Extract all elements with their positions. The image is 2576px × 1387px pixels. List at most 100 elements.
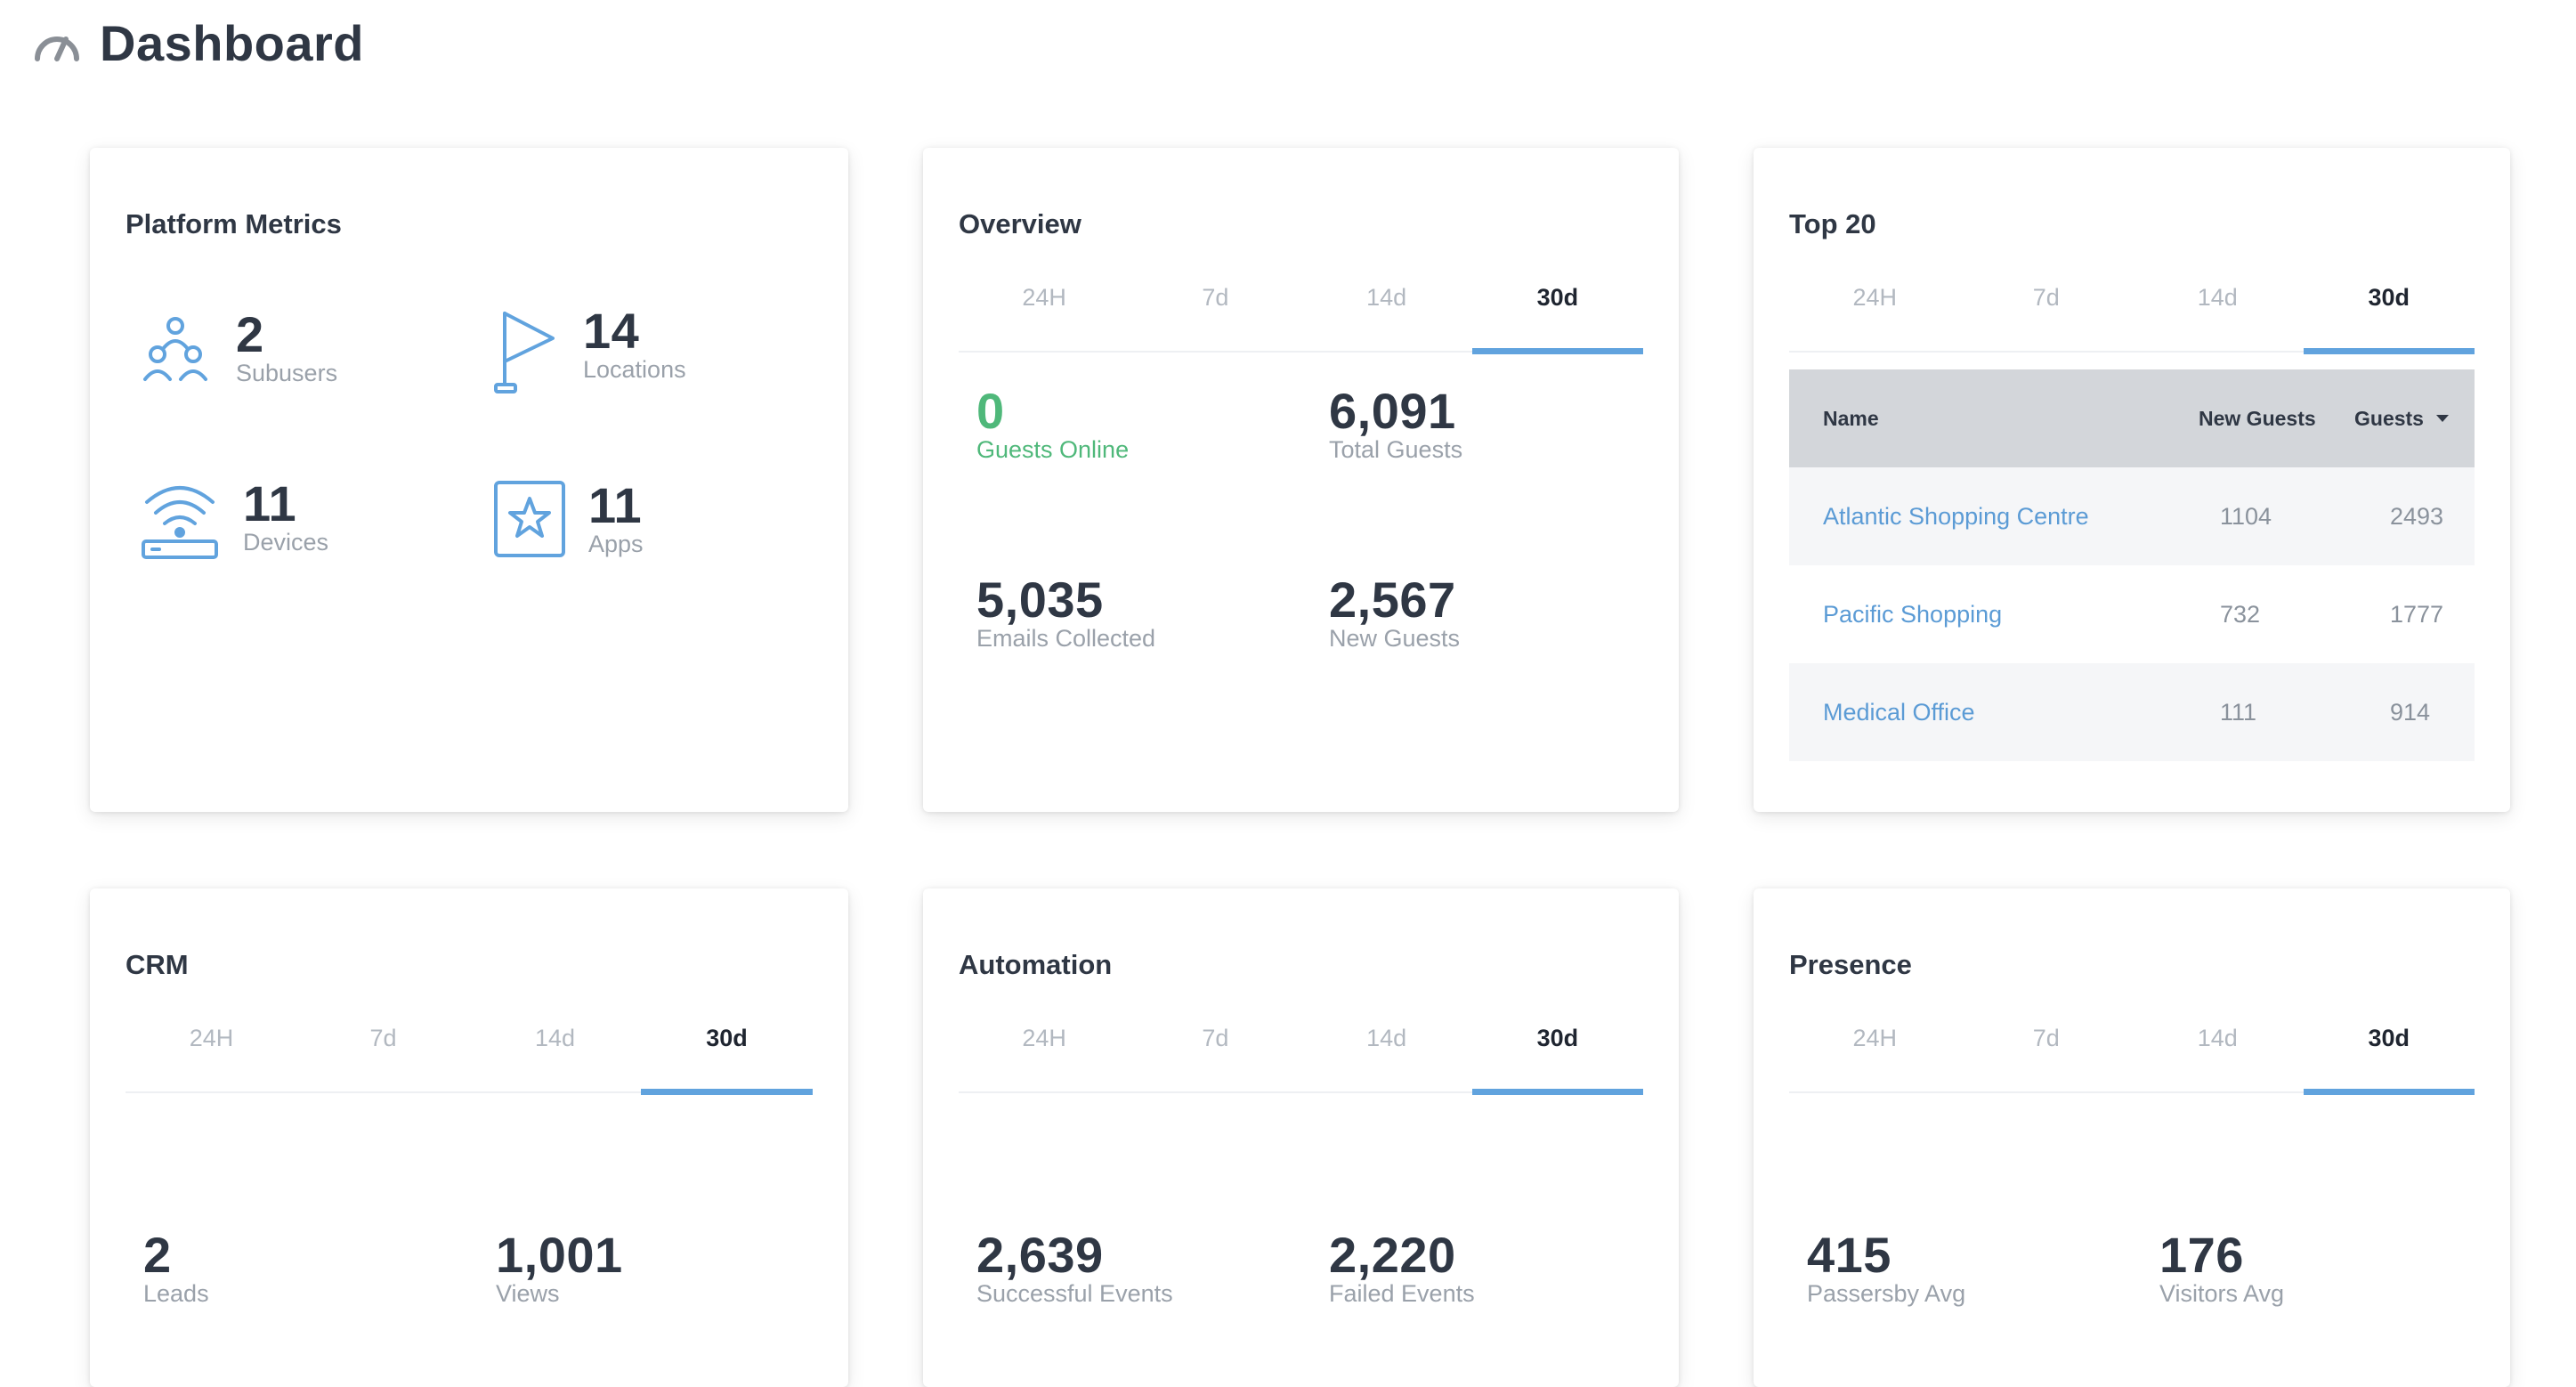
new-guests-stat: 2,567 New Guests xyxy=(1329,572,1460,653)
stat-label: Total Guests xyxy=(1329,436,1463,463)
stat-label: Devices xyxy=(243,529,329,556)
stat-value: 11 xyxy=(243,475,297,531)
page-title: Dashboard xyxy=(100,14,364,71)
failed-events-stat: 2,220 Failed Events xyxy=(1329,1227,1475,1308)
stat-label: Emails Collected xyxy=(976,625,1156,652)
column-header-new-guests[interactable]: New Guests xyxy=(2199,406,2316,430)
page-header: Dashboard xyxy=(32,11,364,75)
stat-label: Locations xyxy=(583,356,686,383)
stat-value: 5,035 xyxy=(976,572,1104,628)
crm-card: CRM 24H 7d 14d 30d 2 Leads 1,001 Views xyxy=(90,888,848,1387)
stat-value: 2,639 xyxy=(976,1227,1104,1283)
stat-label: Guests Online xyxy=(976,436,1130,463)
stat-value: 176 xyxy=(2159,1227,2244,1283)
tab-30d[interactable]: 30d xyxy=(2303,272,2475,354)
location-link[interactable]: Atlantic Shopping Centre xyxy=(1823,502,2089,530)
tab-24h[interactable]: 24H xyxy=(189,1025,234,1051)
guests-cell: 914 xyxy=(2390,698,2431,726)
presence-card: Presence 24H 7d 14d 30d 415 Passersby Av… xyxy=(1754,888,2510,1387)
period-tabs: 24H 7d 14d 30d xyxy=(126,1013,813,1095)
router-wifi-icon xyxy=(140,477,220,563)
table-header: Name New Guests Guests xyxy=(1789,369,2475,467)
stat-value: 11 xyxy=(588,477,643,533)
table-row: Medical Office 111 914 xyxy=(1789,663,2475,761)
period-tabs: 24H 7d 14d 30d xyxy=(1789,272,2475,354)
card-title: Overview xyxy=(959,208,1081,239)
table-row: Atlantic Shopping Centre 1104 2493 xyxy=(1789,467,2475,565)
new-guests-cell: 732 xyxy=(2220,600,2261,628)
flag-icon xyxy=(492,308,563,397)
stat-label: Subusers xyxy=(236,360,338,386)
platform-metrics-card: Platform Metrics 2 Subusers 14 Locations xyxy=(90,148,848,812)
period-tabs: 24H 7d 14d 30d xyxy=(1789,1013,2475,1095)
stat-value: 1,001 xyxy=(496,1227,623,1283)
column-header-guests[interactable]: Guests xyxy=(2328,407,2475,431)
tab-14d[interactable]: 14d xyxy=(534,1025,576,1051)
passersby-avg-stat: 415 Passersby Avg xyxy=(1807,1227,1966,1308)
stat-value: 2,567 xyxy=(1329,572,1456,628)
stat-value: 2 xyxy=(236,306,264,362)
tab-24h[interactable]: 24H xyxy=(1022,1025,1066,1051)
tab-14d[interactable]: 14d xyxy=(2197,1025,2238,1051)
leads-stat: 2 Leads xyxy=(143,1227,209,1308)
tab-24h[interactable]: 24H xyxy=(1852,284,1898,311)
stat-label: Leads xyxy=(143,1280,209,1307)
tab-30d[interactable]: 30d xyxy=(1471,272,1644,354)
new-guests-cell: 111 xyxy=(2220,698,2257,726)
column-header-name[interactable]: Name xyxy=(1823,406,1879,430)
location-link[interactable]: Pacific Shopping xyxy=(1823,600,2003,628)
tab-24h[interactable]: 24H xyxy=(1852,1025,1898,1051)
tab-7d[interactable]: 7d xyxy=(2032,1025,2060,1051)
period-tabs: 24H 7d 14d 30d xyxy=(959,1013,1644,1095)
tab-30d[interactable]: 30d xyxy=(641,1013,813,1095)
stat-value: 14 xyxy=(583,303,640,359)
table-row: Pacific Shopping 732 1777 xyxy=(1789,565,2475,663)
card-title: CRM xyxy=(126,949,189,980)
stat-label: Failed Events xyxy=(1329,1280,1475,1307)
tab-24h[interactable]: 24H xyxy=(1022,284,1066,311)
tab-7d[interactable]: 7d xyxy=(1202,284,1229,311)
visitors-avg-stat: 176 Visitors Avg xyxy=(2159,1227,2285,1308)
card-title: Platform Metrics xyxy=(126,208,342,239)
automation-card: Automation 24H 7d 14d 30d 2,639 Successf… xyxy=(923,888,1679,1387)
guests-cell: 2493 xyxy=(2390,502,2444,530)
stat-value: 415 xyxy=(1807,1227,1891,1283)
overview-card: Overview 24H 7d 14d 30d 0 Guests Online … xyxy=(923,148,1679,812)
stat-label: Views xyxy=(496,1280,560,1307)
column-header-label: Guests xyxy=(2354,406,2424,430)
apps-stat: 11 Apps xyxy=(588,477,644,558)
card-title: Automation xyxy=(959,949,1113,980)
emails-collected-stat: 5,035 Emails Collected xyxy=(976,572,1156,653)
star-app-icon xyxy=(492,479,567,559)
guests-cell: 1777 xyxy=(2390,600,2444,628)
stat-value: 2 xyxy=(143,1227,172,1283)
card-title: Top 20 xyxy=(1789,208,1876,239)
total-guests-stat: 6,091 Total Guests xyxy=(1329,383,1463,464)
stat-label: Successful Events xyxy=(976,1280,1173,1307)
top20-table: Name New Guests Guests Atlantic Shopping… xyxy=(1789,369,2475,761)
successful-events-stat: 2,639 Successful Events xyxy=(976,1227,1173,1308)
period-tabs: 24H 7d 14d 30d xyxy=(959,272,1644,354)
tab-30d[interactable]: 30d xyxy=(2303,1013,2475,1095)
stat-value: 2,220 xyxy=(1329,1227,1456,1283)
tab-14d[interactable]: 14d xyxy=(2197,284,2238,311)
stat-label: Visitors Avg xyxy=(2159,1280,2285,1307)
sort-desc-icon xyxy=(2435,415,2449,422)
top20-card: Top 20 24H 7d 14d 30d Name New Guests Gu… xyxy=(1754,148,2510,812)
locations-stat: 14 Locations xyxy=(583,303,686,384)
tab-7d[interactable]: 7d xyxy=(369,1025,397,1051)
stat-label: Passersby Avg xyxy=(1807,1280,1966,1307)
tab-14d[interactable]: 14d xyxy=(1366,1025,1407,1051)
tab-14d[interactable]: 14d xyxy=(1366,284,1407,311)
location-link[interactable]: Medical Office xyxy=(1823,698,1975,726)
stat-label: Apps xyxy=(588,531,644,557)
card-title: Presence xyxy=(1789,949,1912,980)
users-icon xyxy=(140,315,211,386)
views-stat: 1,001 Views xyxy=(496,1227,623,1308)
stat-value: 6,091 xyxy=(1329,383,1456,439)
stat-value: 0 xyxy=(976,383,1005,439)
speedometer-icon xyxy=(32,23,82,62)
tab-30d[interactable]: 30d xyxy=(1471,1013,1644,1095)
tab-7d[interactable]: 7d xyxy=(2032,284,2060,311)
tab-7d[interactable]: 7d xyxy=(1202,1025,1229,1051)
